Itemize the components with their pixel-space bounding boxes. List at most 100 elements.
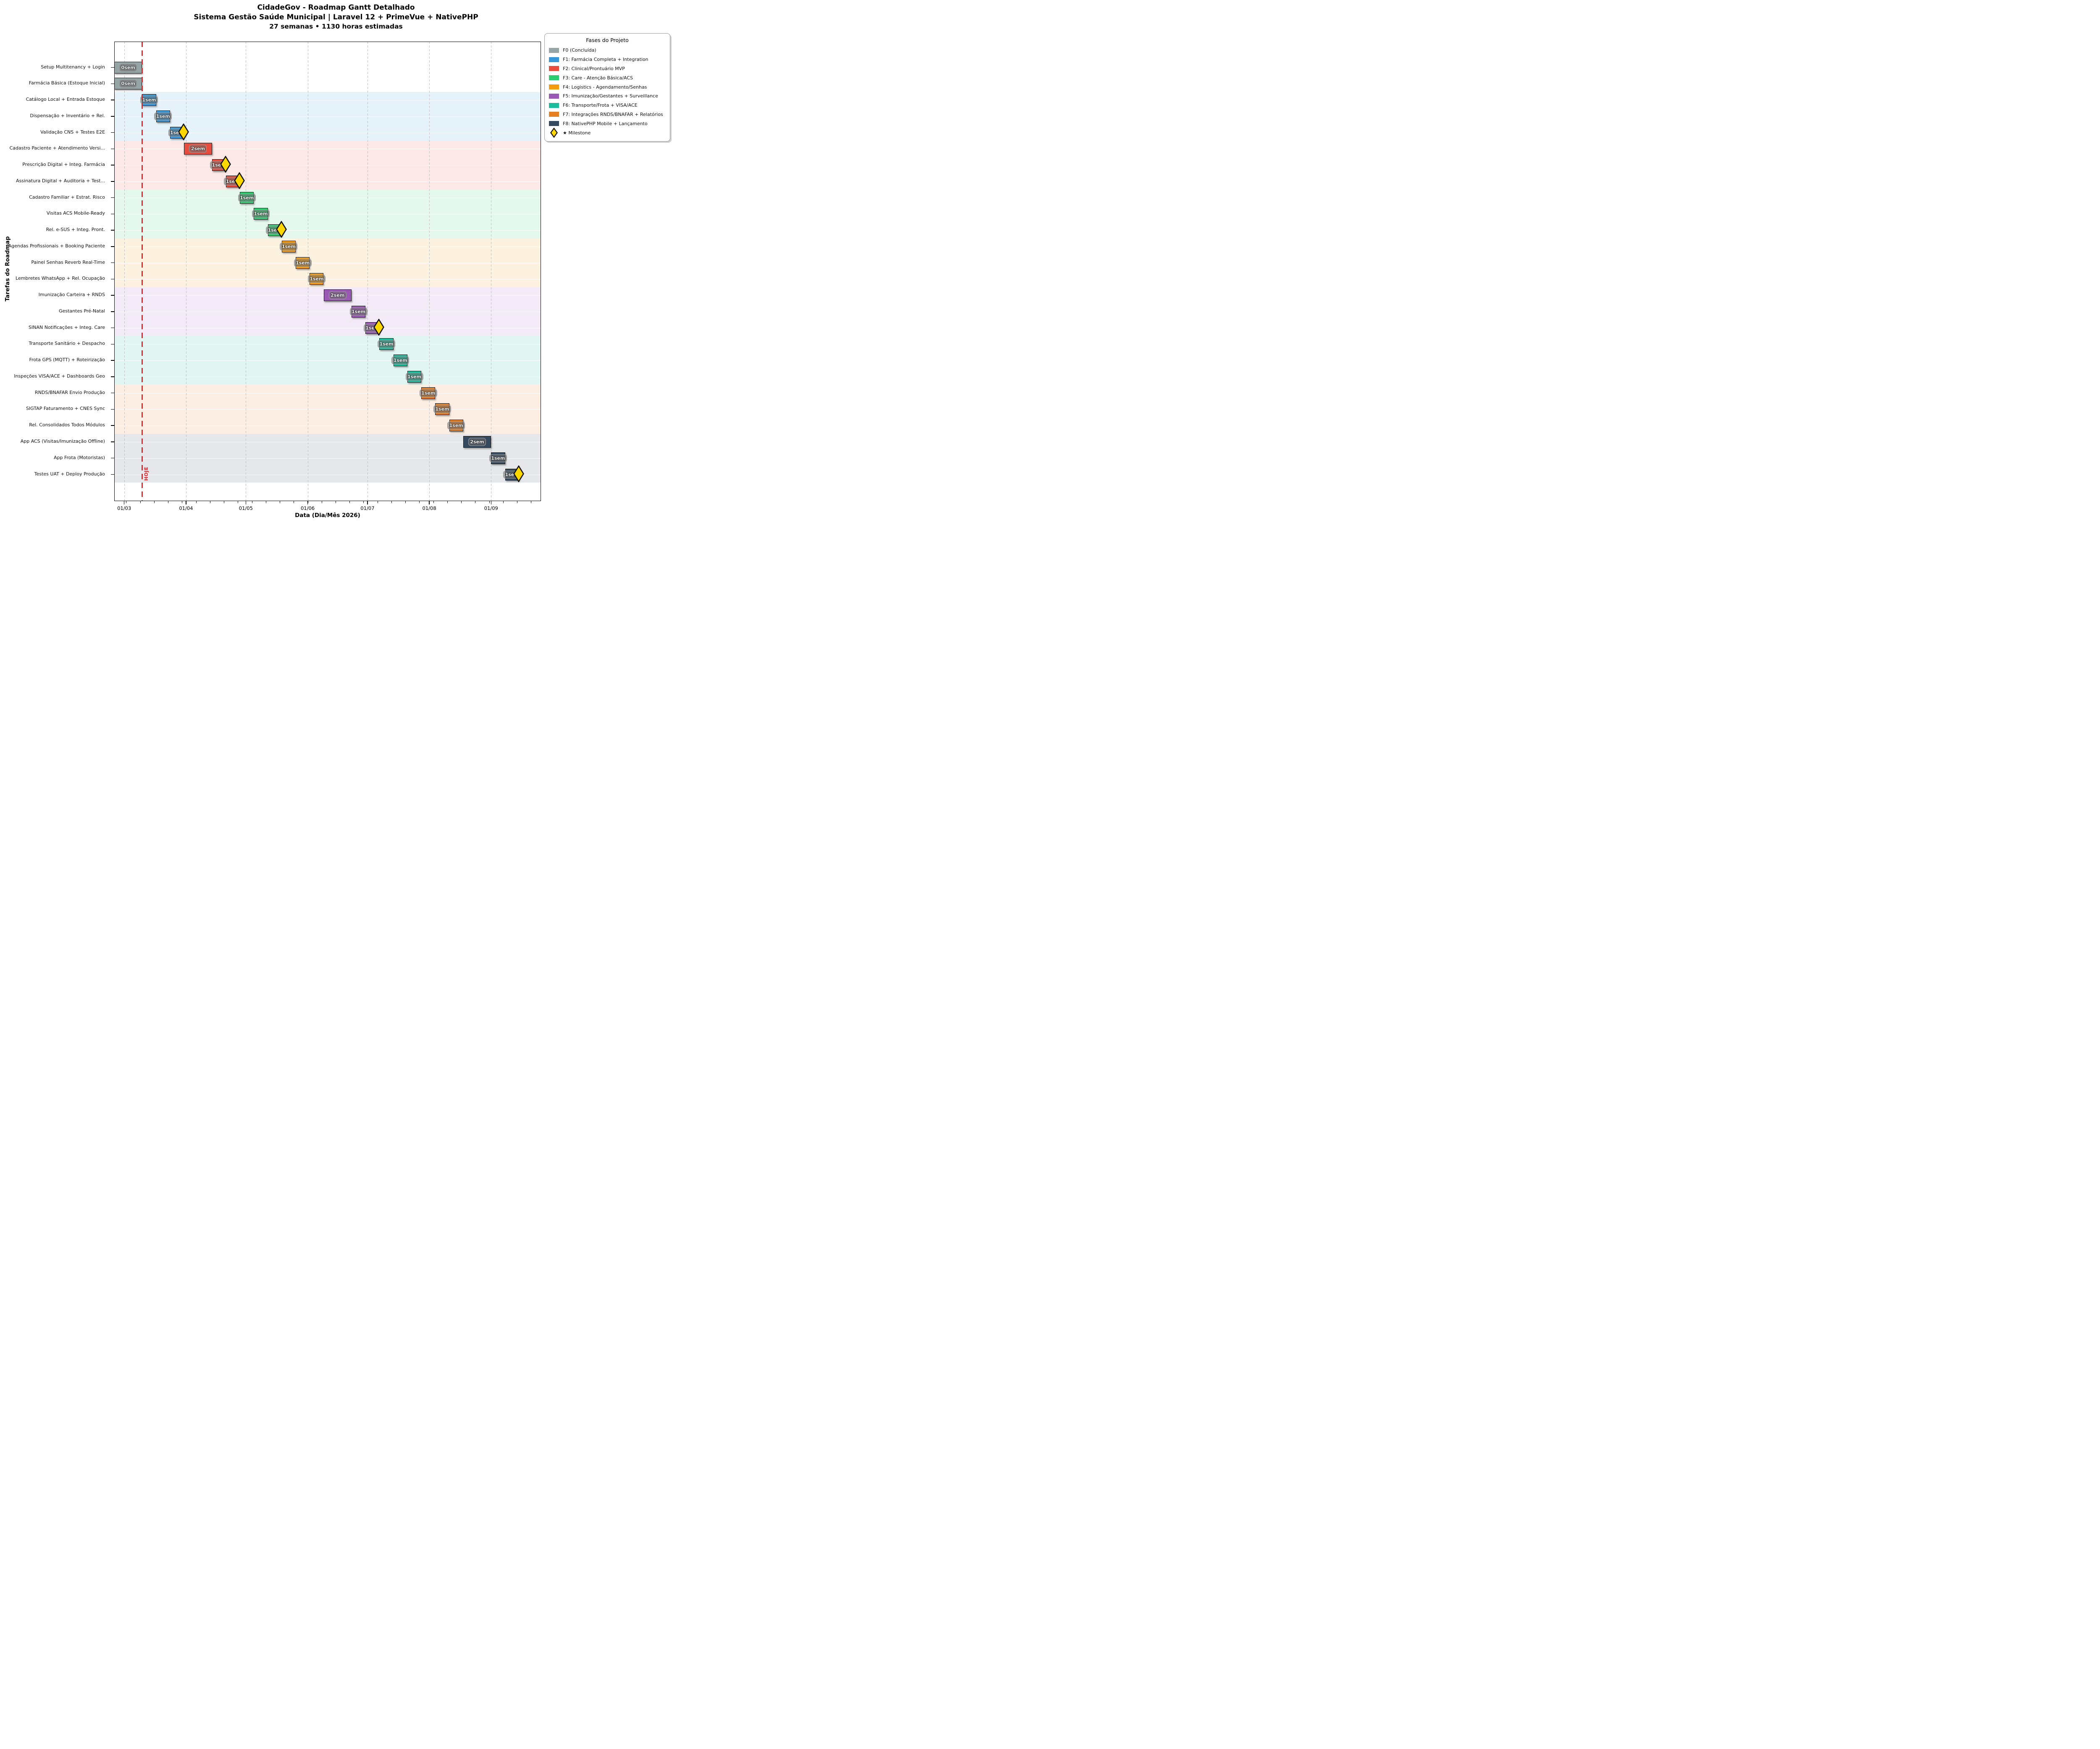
task-duration-badge: 1sem (307, 275, 326, 283)
milestone-diamond-icon (234, 171, 245, 189)
y-axis-label: Tarefas do Roadmap (4, 236, 11, 302)
task-label: Transporte Sanitário + Despacho (29, 341, 105, 347)
task-bar-16: 1sem (349, 305, 368, 318)
milestone-diamond-icon (220, 155, 231, 173)
y-tick (111, 392, 114, 394)
legend-item-f1: F1: Farmácia Completa + Integration (549, 55, 666, 64)
y-tick (111, 474, 114, 475)
task-bar-1: 0sem (114, 61, 142, 74)
milestone-marker (178, 123, 189, 142)
milestone-marker (220, 155, 231, 174)
legend-item-f5: F5: Imunização/Gestantes + Surveillance (549, 92, 666, 101)
task-bar-20: 1sem (405, 370, 423, 383)
chart-subtitle: Sistema Gestão Saúde Municipal | Laravel… (194, 13, 478, 21)
x-tick-label: 01/06 (300, 505, 315, 511)
y-tick (111, 67, 114, 68)
task-bar-6: 2sem (184, 143, 212, 155)
task-duration-badge: 2sem (189, 144, 207, 153)
task-label: Cadastro Paciente + Atendimento Versi... (9, 145, 105, 151)
legend-item-f2: F2: Clinical/Prontuário MVP (549, 64, 666, 74)
legend-swatch-icon (549, 112, 559, 117)
x-tick-minor (419, 501, 420, 503)
task-bar-14: 1sem (307, 273, 326, 285)
task-label: RNDS/BNAFAR Envio Produção (35, 389, 105, 395)
x-tick-label: 01/05 (239, 505, 253, 511)
legend-swatch-icon (549, 57, 559, 62)
x-tick-minor (349, 501, 350, 503)
y-tick (111, 246, 114, 247)
x-tick-major (367, 501, 368, 504)
task-label: Imunização Carteira + RNDS (38, 292, 105, 298)
phase-band-f4 (114, 238, 541, 287)
milestone-marker (513, 465, 524, 484)
task-label: Painel Senhas Reverb Real-Time (31, 259, 105, 265)
legend-swatch-icon (549, 121, 559, 126)
y-tick (111, 425, 114, 426)
task-label: Agendas Profissionais + Booking Paciente (8, 243, 105, 249)
task-bar-26: 1sem (503, 465, 524, 483)
x-tick-label: 01/03 (117, 505, 131, 511)
y-tick (111, 409, 114, 410)
task-label: Prescrição Digital + Integ. Farmácia (22, 162, 105, 168)
legend-title: Fases do Projeto (586, 37, 629, 43)
task-bar-7: 1sem (210, 155, 231, 173)
x-tick-minor (489, 501, 490, 503)
task-label: Testes UAT + Deploy Produção (34, 471, 105, 477)
chart-subtitle-2: 27 semanas • 1130 horas estimadas (269, 23, 403, 30)
task-label: Validação CNS + Testes E2E (40, 129, 105, 135)
task-label: SIGTAP Faturamento + CNES Sync (26, 406, 105, 412)
x-tick-minor (196, 501, 197, 503)
task-label: Dispensação + Inventário + Rel. (30, 113, 105, 118)
legend-item-f8: F8: NativePHP Mobile + Lançamento (549, 119, 666, 128)
task-bar-22: 1sem (433, 403, 451, 415)
y-tick (111, 360, 114, 361)
task-bar-19: 1sem (391, 355, 410, 367)
task-bar-25: 1sem (489, 452, 507, 464)
task-duration-badge: 1sem (447, 421, 465, 430)
y-tick (111, 441, 114, 442)
today-line (141, 42, 143, 501)
task-duration-badge: 0sem (119, 63, 137, 71)
legend-item-label: F3: Care - Atenção Básica/ACS (563, 75, 633, 81)
task-duration-badge: 0sem (119, 79, 137, 88)
legend-item-label: F7: Integrações RNDS/BNAFAR + Relatórios (563, 111, 663, 117)
task-duration-badge: 2sem (468, 438, 486, 446)
milestone-marker (373, 318, 385, 337)
task-label: Setup Multitenancy + Login (41, 64, 105, 70)
y-tick (111, 116, 114, 117)
y-tick (111, 295, 114, 296)
task-label: Assinatura Digital + Auditoria + Test... (16, 178, 105, 184)
legend-item-f0: F0 (Concluída) (549, 46, 666, 55)
legend-item-label: F2: Clinical/Prontuário MVP (563, 66, 625, 71)
task-bar-12: 1sem (280, 240, 298, 252)
x-tick-minor (154, 501, 155, 503)
row-gridline (114, 409, 541, 410)
task-duration-badge: 1sem (140, 96, 158, 104)
milestone-diamond-icon (373, 318, 385, 336)
x-tick-major (245, 501, 247, 504)
task-label: Inspeções VISA/ACE + Dashboards Geo (14, 373, 105, 379)
row-gridline (114, 458, 541, 459)
x-tick-label: 01/08 (422, 505, 436, 511)
task-bar-10: 1sem (252, 208, 270, 220)
task-label: Lembretes WhatsApp + Rel. Ocupação (16, 276, 105, 281)
task-duration-badge: 1sem (252, 210, 270, 218)
task-duration-badge: 1sem (433, 405, 451, 413)
y-tick (111, 213, 114, 215)
y-tick (111, 148, 114, 150)
today-label: HOJE (143, 467, 150, 481)
legend-item-f6: F6: Transporte/Frota + VISA/ACE (549, 101, 666, 110)
milestone-marker (234, 171, 245, 191)
task-duration-badge: 1sem (294, 259, 312, 267)
task-bar-11: 1sem (266, 221, 287, 238)
legend-item-f3: F3: Care - Atenção Básica/ACS (549, 73, 666, 82)
task-bar-23: 1sem (447, 420, 465, 432)
task-duration-badge: 1sem (405, 373, 423, 381)
task-duration-badge: 1sem (378, 340, 396, 348)
task-label: Frota GPS (MQTT) + Roteirização (29, 357, 105, 363)
y-tick (111, 278, 114, 280)
x-axis-label: Data (Dia/Mês 2026) (295, 512, 360, 519)
task-duration-badge: 1sem (349, 307, 368, 316)
task-label: Farmácia Básica (Estoque Inicial) (29, 80, 105, 86)
task-label: Rel. Consolidados Todos Módulos (29, 422, 105, 428)
